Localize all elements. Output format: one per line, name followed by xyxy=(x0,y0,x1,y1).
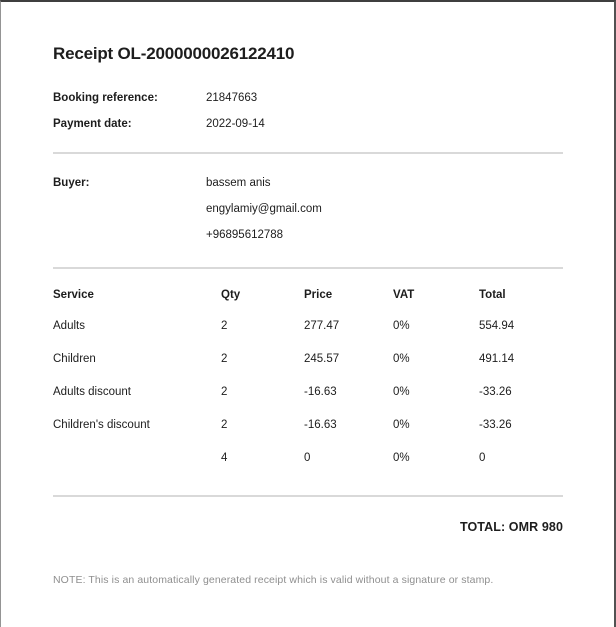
booking-reference-row: Booking reference: 21847663 xyxy=(53,91,563,105)
cell-price: 277.47 xyxy=(304,320,340,332)
booking-info-section: Booking reference: 21847663 Payment date… xyxy=(53,91,563,131)
table-summary-row: 4 0 0% 0 xyxy=(53,451,563,484)
cell-vat: 0% xyxy=(393,452,410,464)
payment-date-label: Payment date: xyxy=(53,118,132,130)
cell-service: Adults xyxy=(53,320,85,332)
page-title: Receipt OL-2000000026122410 xyxy=(53,44,295,63)
cell-qty: 4 xyxy=(221,452,228,464)
buyer-email: engylamiy@gmail.com xyxy=(206,203,322,215)
cell-vat: 0% xyxy=(393,320,410,332)
cell-qty: 2 xyxy=(221,353,228,365)
column-header-service: Service xyxy=(53,289,94,301)
column-header-qty: Qty xyxy=(221,289,241,301)
cell-total: -33.26 xyxy=(479,419,512,431)
booking-reference-label: Booking reference: xyxy=(53,92,158,104)
column-header-total: Total xyxy=(479,289,506,301)
cell-total: 0 xyxy=(479,452,486,464)
cell-price: 0 xyxy=(304,452,311,464)
services-table: Service Qty Price VAT Total Adults 2 277… xyxy=(53,288,563,484)
cell-vat: 0% xyxy=(393,386,410,398)
divider xyxy=(53,495,563,497)
cell-qty: 2 xyxy=(221,419,228,431)
grand-total: TOTAL: OMR 980 xyxy=(459,520,563,534)
cell-service: Adults discount xyxy=(53,386,131,398)
cell-service: Children xyxy=(53,353,96,365)
cell-vat: 0% xyxy=(393,419,410,431)
booking-reference-value: 21847663 xyxy=(206,92,258,104)
buyer-phone: +96895612788 xyxy=(206,229,284,241)
cell-total: 554.94 xyxy=(479,320,515,332)
buyer-section: Buyer: bassem anis engylamiy@gmail.com +… xyxy=(53,176,563,242)
cell-price: -16.63 xyxy=(304,419,337,431)
cell-qty: 2 xyxy=(221,386,228,398)
cell-price: 245.57 xyxy=(304,353,340,365)
table-row: Adults discount 2 -16.63 0% -33.26 xyxy=(53,385,563,418)
cell-total: -33.26 xyxy=(479,386,512,398)
divider xyxy=(53,152,563,154)
column-header-price: Price xyxy=(304,289,333,301)
table-row: Children 2 245.57 0% 491.14 xyxy=(53,352,563,385)
cell-price: -16.63 xyxy=(304,386,337,398)
buyer-name: bassem anis xyxy=(206,177,271,189)
buyer-details: bassem anis engylamiy@gmail.com +9689561… xyxy=(206,176,322,242)
cell-service: Children's discount xyxy=(53,419,150,431)
payment-date-row: Payment date: 2022-09-14 xyxy=(53,117,563,131)
table-header-row: Service Qty Price VAT Total xyxy=(53,288,563,319)
cell-qty: 2 xyxy=(221,320,228,332)
divider xyxy=(53,267,563,269)
table-row: Adults 2 277.47 0% 554.94 xyxy=(53,319,563,352)
table-row: Children's discount 2 -16.63 0% -33.26 xyxy=(53,418,563,451)
payment-date-value: 2022-09-14 xyxy=(206,118,265,130)
buyer-label: Buyer: xyxy=(53,177,90,189)
cell-total: 491.14 xyxy=(479,353,515,365)
footer-note: NOTE: This is an automatically generated… xyxy=(53,574,494,586)
cell-vat: 0% xyxy=(393,353,410,365)
column-header-vat: VAT xyxy=(393,289,415,301)
